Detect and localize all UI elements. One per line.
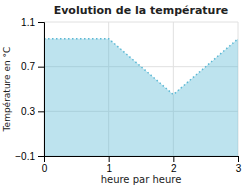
x-tick-mark [109, 156, 110, 162]
x-tick-mark [173, 156, 174, 162]
y-tick-label: −0.1 [15, 151, 35, 162]
x-tick-label: 2 [171, 163, 177, 174]
marks [44, 39, 238, 156]
y-tick-mark [38, 67, 44, 68]
x-tick: 1 [106, 156, 112, 174]
x-axis: 0 1 2 3 [42, 156, 242, 174]
y-tick: 0.7 [21, 61, 44, 72]
y-tick-label: 0.7 [21, 61, 35, 72]
y-tick-mark [38, 156, 44, 157]
y-tick-label: 1.1 [21, 17, 35, 28]
y-tick-mark [38, 22, 44, 23]
x-tick-label: 1 [106, 163, 112, 174]
x-axis-label: heure par heure [101, 174, 182, 185]
y-tick: −0.1 [15, 151, 44, 162]
y-axis: −0.1 0.3 0.7 1.1 [15, 17, 44, 162]
chart-svg: 0 1 2 3 −0.1 0.3 0.7 1.1 Evolution de la tempéra… [0, 0, 250, 188]
grid-line-y [44, 22, 238, 23]
y-axis-line [38, 23, 45, 157]
y-tick-mark [38, 111, 44, 112]
y-axis-label: Température en °C [2, 47, 12, 133]
x-tick: 0 [42, 156, 48, 174]
line [44, 39, 238, 95]
x-tick-label: 3 [236, 163, 242, 174]
x-tick-label: 0 [42, 163, 48, 174]
y-tick: 0.3 [21, 106, 44, 117]
x-tick-mark [238, 156, 239, 162]
title: Evolution de la température [54, 4, 229, 17]
grid [44, 22, 238, 156]
x-tick: 3 [236, 156, 242, 174]
chart-container: 0 1 2 3 −0.1 0.3 0.7 1.1 Evolution de la tempéra… [0, 0, 250, 188]
x-tick: 2 [171, 156, 177, 174]
y-tick: 1.1 [21, 17, 44, 28]
y-tick-label: 0.3 [21, 106, 35, 117]
area [44, 39, 238, 156]
x-axis-line [45, 157, 239, 163]
plot: 0 1 2 3 −0.1 0.3 0.7 1.1 [15, 17, 241, 174]
